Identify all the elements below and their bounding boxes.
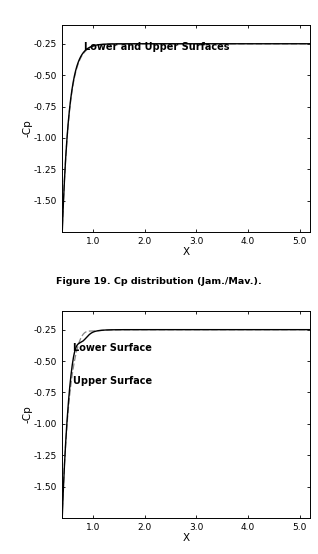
Text: Upper Surface: Upper Surface — [73, 376, 153, 386]
Text: Figure 19. Cp distribution (Jam./Mav.).: Figure 19. Cp distribution (Jam./Mav.). — [56, 277, 262, 286]
X-axis label: X: X — [183, 534, 190, 543]
Y-axis label: -Cp: -Cp — [22, 120, 32, 137]
Y-axis label: -Cp: -Cp — [22, 406, 32, 423]
X-axis label: X: X — [183, 247, 190, 258]
Text: Lower and Upper Surfaces: Lower and Upper Surfaces — [84, 42, 229, 52]
Text: Lower Surface: Lower Surface — [73, 343, 152, 353]
